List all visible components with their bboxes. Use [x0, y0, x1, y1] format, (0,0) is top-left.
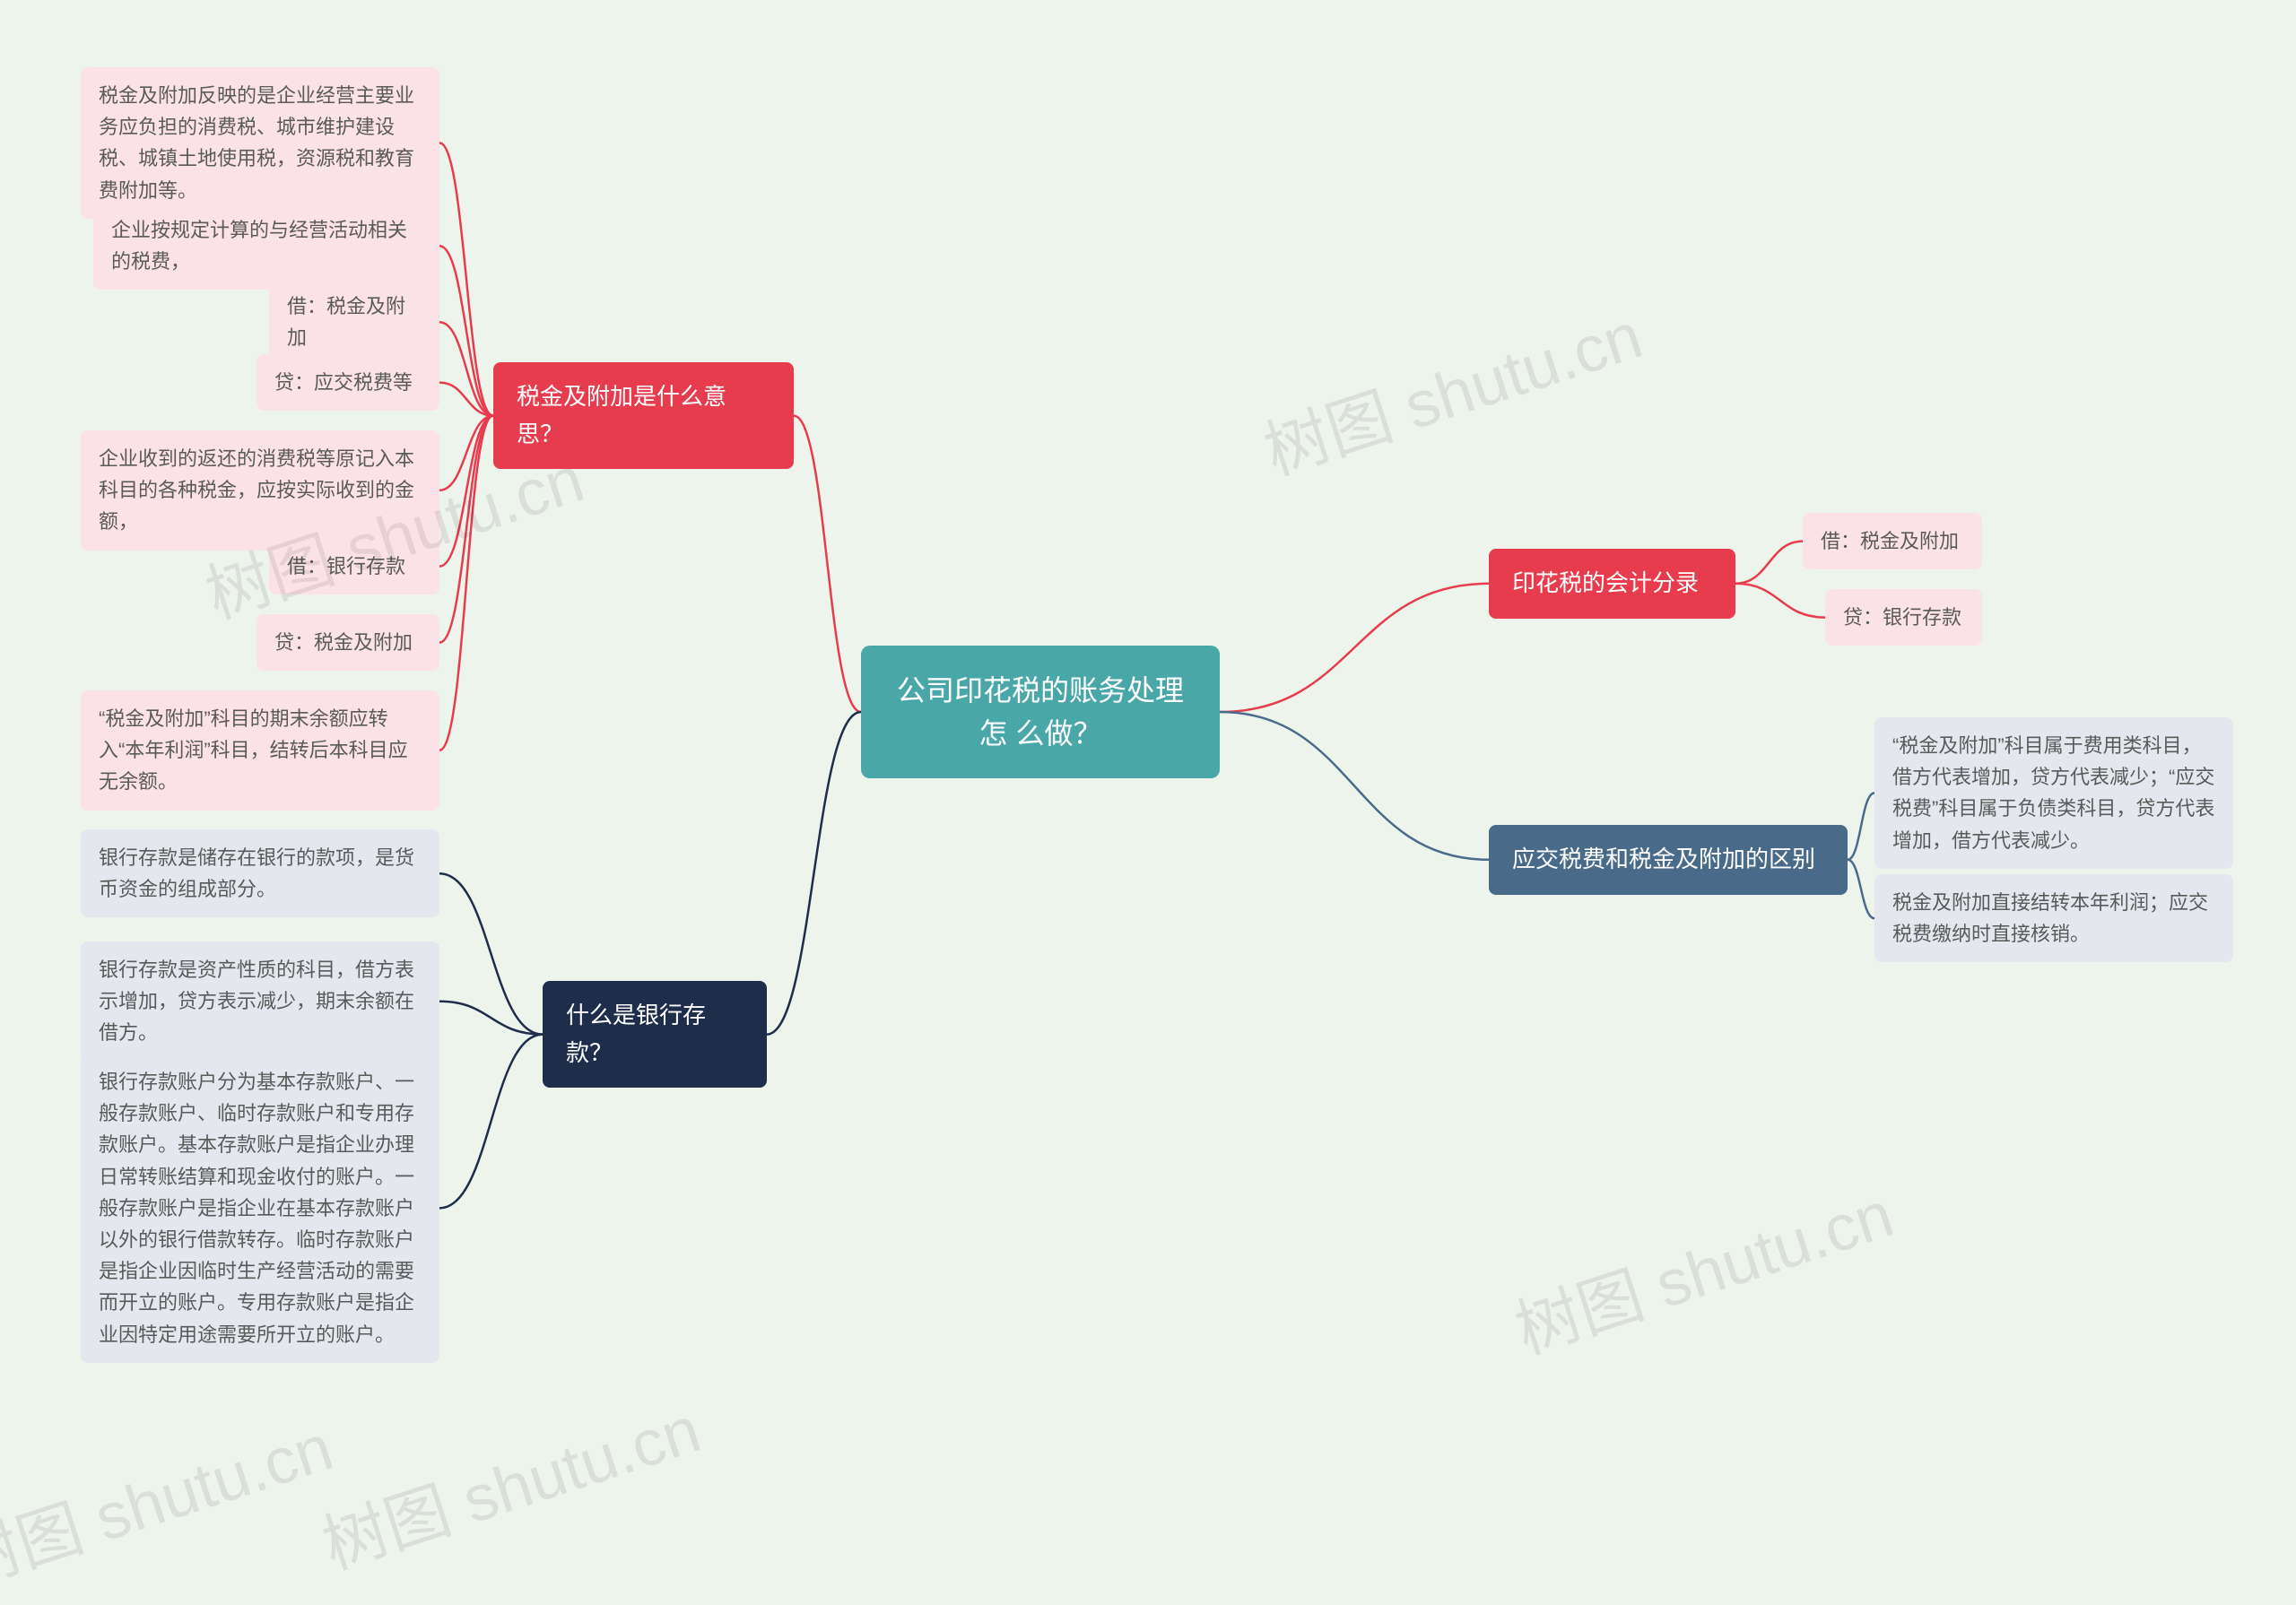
watermark: 树图 shutu.cn [309, 1376, 709, 1587]
watermark: 树图 shutu.cn [1250, 282, 1651, 493]
watermark: 树图 shutu.cn [0, 1394, 343, 1605]
leaf-taxAdditional-1: 企业按规定计算的与经营活动相关的税费， [93, 202, 439, 290]
leaf-taxAdditional-7: “税金及附加”科目的期末余额应转入“本年利润”科目，结转后本科目应无余额。 [81, 690, 439, 811]
leaf-difference-1: 税金及附加直接结转本年利润；应交税费缴纳时直接核销。 [1874, 874, 2233, 962]
branch-stamp-entry: 印花税的会计分录 [1489, 549, 1735, 619]
leaf-stampEntry-1: 贷：银行存款 [1825, 589, 1982, 646]
leaf-bankDeposit-1: 银行存款是资产性质的科目，借方表示增加，贷方表示减少，期末余额在借方。 [81, 941, 439, 1062]
leaf-taxAdditional-4: 企业收到的返还的消费税等原记入本科目的各种税金，应按实际收到的金额， [81, 430, 439, 551]
leaf-difference-0: “税金及附加”科目属于费用类科目，借方代表增加，贷方代表减少；“应交税费”科目属… [1874, 717, 2233, 869]
leaf-bankDeposit-0: 银行存款是储存在银行的款项，是货币资金的组成部分。 [81, 829, 439, 917]
leaf-taxAdditional-5: 借：银行存款 [269, 538, 439, 594]
watermark: 树图 shutu.cn [1501, 1161, 1902, 1372]
leaf-taxAdditional-3: 贷：应交税费等 [257, 354, 439, 411]
branch-difference: 应交税费和税金及附加的区别 [1489, 825, 1848, 895]
root-node: 公司印花税的账务处理怎 么做？ [861, 646, 1220, 778]
leaf-taxAdditional-2: 借：税金及附加 [269, 278, 439, 366]
branch-bank-deposit: 什么是银行存款？ [543, 981, 767, 1088]
leaf-bankDeposit-2: 银行存款账户分为基本存款账户、一般存款账户、临时存款账户和专用存款账户。基本存款… [81, 1054, 439, 1363]
branch-tax-additional: 税金及附加是什么意思？ [493, 362, 794, 469]
leaf-stampEntry-0: 借：税金及附加 [1803, 513, 1982, 569]
leaf-taxAdditional-0: 税金及附加反映的是企业经营主要业务应负担的消费税、城市维护建设税、城镇土地使用税… [81, 67, 439, 219]
leaf-taxAdditional-6: 贷：税金及附加 [257, 614, 439, 671]
